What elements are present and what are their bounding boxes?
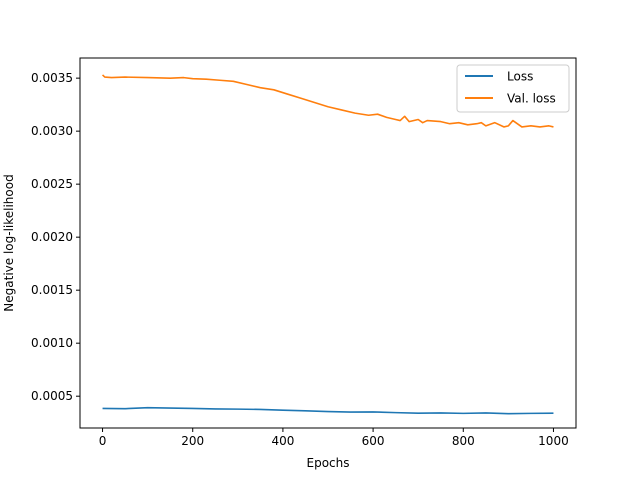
y-tick-label: 0.0020	[31, 230, 73, 244]
y-tick-label: 0.0025	[31, 177, 73, 191]
legend-label-val-loss: Val. loss	[507, 92, 556, 106]
x-tick-label: 1000	[538, 434, 569, 448]
x-tick-label: 400	[271, 434, 294, 448]
x-tick-label: 0	[99, 434, 107, 448]
y-tick-label: 0.0035	[31, 71, 73, 85]
legend-label-loss: Loss	[507, 70, 533, 84]
y-tick-label: 0.0010	[31, 336, 73, 350]
plot-area	[102, 74, 554, 415]
y-tick-label: 0.0005	[31, 389, 73, 403]
axes-frame	[79, 57, 577, 429]
y-tick-label: 0.0030	[31, 124, 73, 138]
x-tick-label: 600	[362, 434, 385, 448]
y-axis-label: Negative log-likelihood	[2, 174, 16, 311]
x-tick-label: 200	[181, 434, 204, 448]
x-tick-label: 800	[452, 434, 475, 448]
axes: 0 200 400 600 800 1000 0.0005 0.0010 0.0015 0.002…	[31, 71, 569, 448]
series-line-loss	[102, 406, 554, 415]
x-axis-label: Epochs	[307, 456, 350, 470]
series-line-val-loss	[102, 74, 554, 128]
legend: Loss Val. loss	[456, 64, 570, 113]
y-tick-label: 0.0015	[31, 283, 73, 297]
